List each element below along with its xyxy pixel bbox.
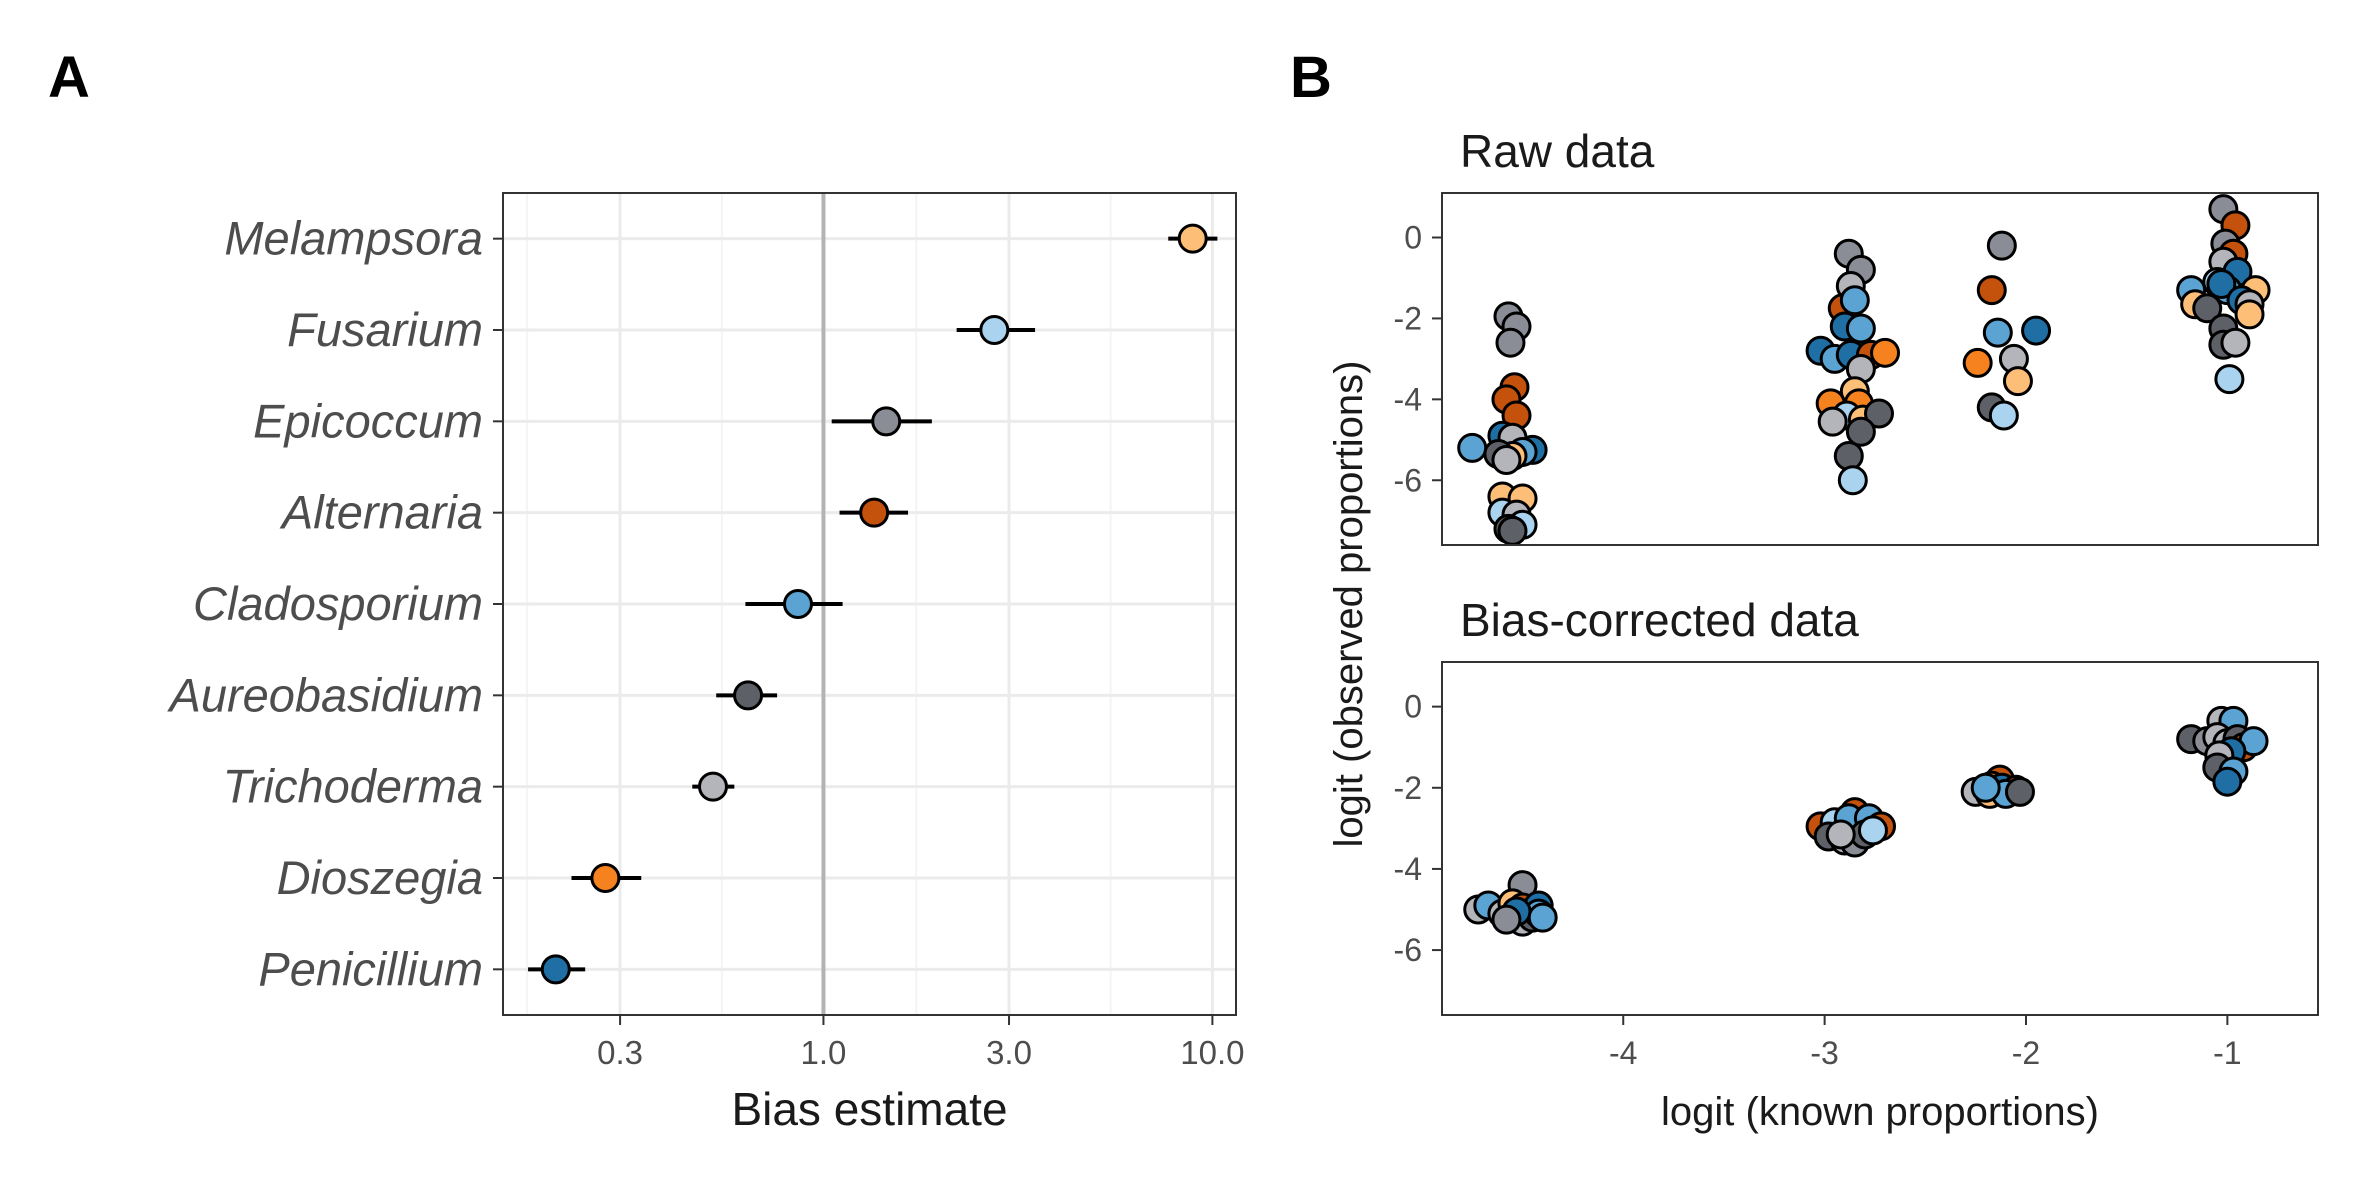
panel-a: A Melampsora Fusarium Epicoccum Alternaria C… [48,45,1245,1135]
panel-a-marks [528,223,1218,985]
facet-bias-corrected-data: 0 -2 -4 -6 [1394,661,2319,1016]
panel-b-facets: 0 -2 -4 -6 0 -2 -4 -6 [1394,192,2319,1016]
panel-b-y-tick-label: -6 [1394,932,1422,968]
bias-point-aureobasidium [733,680,764,711]
panel-b-y-tick-label: -6 [1394,462,1422,498]
facet-frame [1441,661,2319,1016]
bias-point-epicoccum [871,406,902,437]
point-fusarium [1988,400,2019,431]
bias-point-fusarium [979,315,1010,345]
panel-a-x-axis-title: Bias estimate [731,1083,1007,1135]
point-cladosporium [1457,432,1488,463]
bias-point-trichoderma [697,771,728,802]
panel-a-x-tick-label: 0.3 [597,1034,643,1071]
panel-b-x-tick-label: -4 [1609,1035,1637,1071]
point-trichoderma [2220,327,2251,358]
facet-title-raw: Raw data [1460,125,1655,177]
point-dioszegia [1962,347,1993,378]
point-aureobasidium [1863,398,1894,429]
point-penicillium [2206,269,2237,300]
panel-a-tag: A [48,45,90,110]
panel-b-y-tick-label: -4 [1394,381,1422,417]
point-cladosporium [1839,285,1870,316]
panel-a-y-ticks: Melampsora Fusarium Epicoccum Alternaria Cla… [166,212,503,995]
panel-b-x-axis-title: logit (known proportions) [1661,1090,2099,1134]
point-cladosporium [1982,317,2013,348]
genus-label-trichoderma: Trichoderma [223,760,483,813]
genus-label-fusarium: Fusarium [287,303,483,356]
point-trichoderma [1825,819,1856,850]
point-epicoccum [1491,904,1522,935]
facet-frame [1441,192,2319,546]
panel-a-x-ticks: 0.3 1.0 3.0 10.0 [597,1015,1245,1071]
point-trichoderma [1491,445,1522,476]
genus-label-aureobasidium: Aureobasidium [166,668,483,721]
point-melampsora [2234,299,2265,330]
panel-b-y-tick-label: -2 [1394,300,1422,336]
point-fusarium [2214,364,2245,395]
point-cladosporium [1845,313,1876,344]
panel-b-y-axis-title: logit (observed proportions) [1327,361,1371,848]
bias-point-cladosporium [782,589,813,619]
bias-point-dioszegia [590,863,621,893]
panel-b-tag: B [1290,45,1332,110]
panel-b-y-tick-label: 0 [1404,689,1422,725]
panel-b: B Raw data Bias-corrected data 0 -2 -4 -6 0 -… [1290,45,2319,1134]
point-penicillium [2021,315,2052,346]
point-trichoderma [1817,406,1848,437]
genus-label-dioszegia: Dioszegia [277,851,483,904]
genus-label-melampsora: Melampsora [224,212,483,265]
point-aureobasidium [2004,776,2035,807]
bias-point-melampsora [1177,223,1208,254]
point-melampsora [2002,366,2033,397]
point-cladosporium [1527,902,1558,933]
panel-b-y-tick-label: -4 [1394,851,1422,887]
point-epicoccum [1495,327,1526,358]
point-penicillium [2212,766,2243,797]
bias-point-alternaria [859,497,890,528]
point-epicoccum [1986,230,2017,261]
point-alternaria [1976,275,2007,306]
bias-point-penicillium [540,954,571,985]
panel-b-y-tick-label: -2 [1394,770,1422,806]
genus-label-epicoccum: Epicoccum [253,394,483,447]
point-fusarium [1837,465,1868,496]
panel-b-y-tick-label: 0 [1404,220,1422,256]
panel-b-x-ticks: -4 -3 -2 -1 [1609,1015,2242,1071]
point-aureobasidium [1497,515,1528,546]
panel-b-x-tick-label: -3 [1810,1035,1838,1071]
point-fusarium [1857,815,1888,846]
point-aureobasidium [1833,440,1864,471]
facet-raw-data: 0 -2 -4 -6 [1394,192,2319,546]
genus-label-alternaria: Alternaria [279,486,483,539]
point-aureobasidium [1845,416,1876,447]
panel-b-x-tick-label: -2 [2012,1035,2040,1071]
facet-title-bias-corrected: Bias-corrected data [1460,594,1859,646]
panel-b-x-tick-label: -1 [2213,1035,2241,1071]
point-cladosporium [1970,772,2001,803]
genus-label-cladosporium: Cladosporium [193,577,483,630]
point-dioszegia [1870,337,1901,368]
genus-label-penicillium: Penicillium [258,942,483,995]
panel-a-x-tick-label: 1.0 [801,1034,847,1071]
panel-a-x-tick-label: 10.0 [1180,1034,1244,1071]
panel-a-x-tick-label: 3.0 [986,1034,1032,1071]
point-aureobasidium [2192,293,2223,324]
